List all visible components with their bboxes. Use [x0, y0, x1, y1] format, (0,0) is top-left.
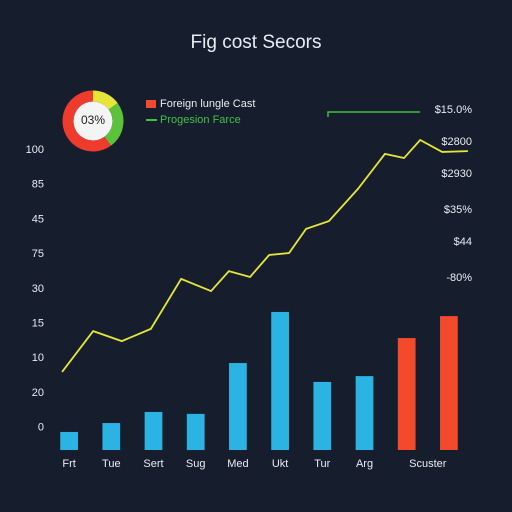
- legend-label: Foreign lungle Cast: [160, 98, 255, 110]
- bar: [397, 338, 416, 450]
- x-tick-label: Med: [227, 458, 248, 470]
- donut-label: 03%: [81, 113, 105, 127]
- right-label: $44: [454, 236, 472, 248]
- right-label: $15.0%: [435, 104, 473, 116]
- x-tick-label: Sug: [186, 458, 206, 470]
- bar: [229, 363, 247, 450]
- y-tick-label: 85: [32, 179, 44, 191]
- bar: [271, 311, 289, 450]
- right-label: $2930: [441, 168, 472, 180]
- donut-segment: [104, 103, 124, 146]
- x-tick-label: Frt: [62, 458, 75, 470]
- right-label: $35%: [444, 204, 472, 216]
- x-tick-label: Ukt: [272, 458, 289, 470]
- bar: [440, 316, 458, 450]
- donut-segment: [62, 90, 111, 152]
- bar: [313, 381, 332, 450]
- y-tick-label: 20: [32, 387, 44, 399]
- x-tick-label: Sert: [143, 458, 163, 470]
- bar: [60, 431, 78, 450]
- x-tick-label: Tur: [314, 458, 330, 470]
- y-tick-label: 0: [38, 422, 44, 434]
- right-label: $2800: [441, 136, 472, 148]
- donut-hole: [73, 101, 113, 141]
- y-tick-label: 10: [32, 352, 44, 364]
- legend-label: Progesion Farce: [160, 114, 241, 126]
- bar: [355, 376, 374, 450]
- bar: [186, 413, 205, 450]
- x-tick-label: Tue: [102, 458, 121, 470]
- bar: [102, 423, 121, 450]
- chart-title: Fig cost Secors: [191, 32, 322, 53]
- line: [61, 138, 468, 373]
- right-label: -80%: [446, 272, 472, 284]
- legend-swatch: [146, 100, 156, 108]
- y-tick-label: 75: [32, 248, 44, 260]
- y-tick-label: 30: [32, 283, 44, 295]
- accent-line: [327, 111, 420, 117]
- y-tick-label: 15: [32, 318, 44, 330]
- x-tick-label: Scuster: [409, 458, 447, 470]
- x-tick-label: Arg: [356, 458, 373, 470]
- y-tick-label: 100: [26, 144, 44, 156]
- bar: [144, 411, 163, 450]
- y-tick-label: 45: [32, 213, 44, 225]
- donut-segment: [92, 90, 118, 110]
